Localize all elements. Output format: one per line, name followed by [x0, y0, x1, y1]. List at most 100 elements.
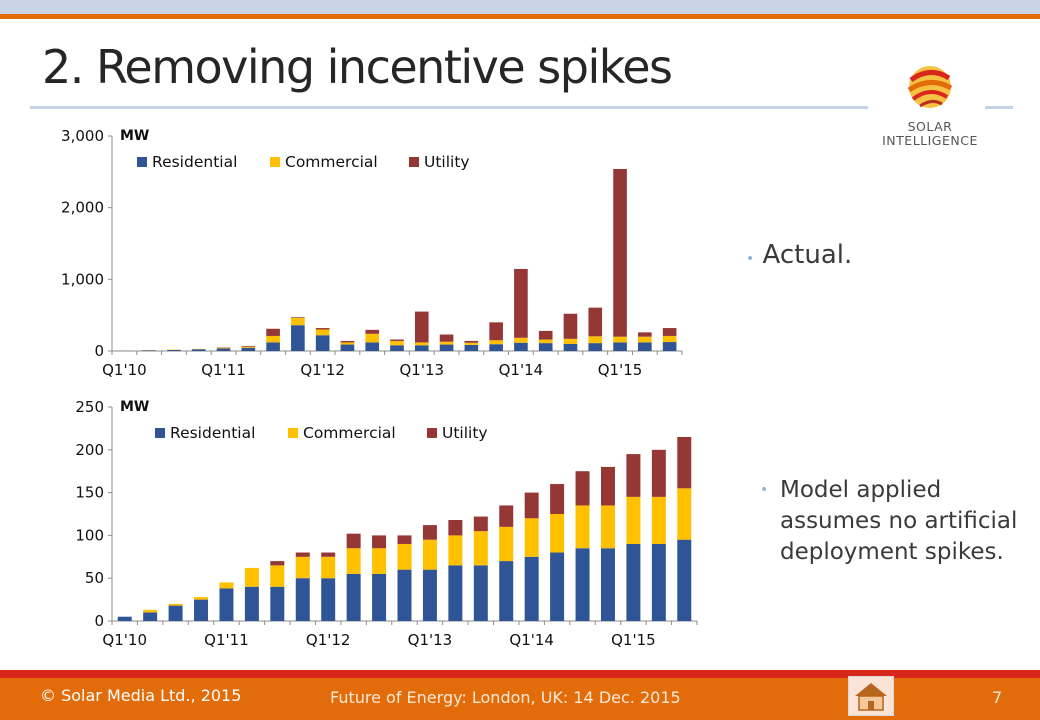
bar-residential [439, 344, 454, 351]
bar-commercial [464, 342, 479, 345]
x-tick-label: Q1'11 [201, 361, 246, 379]
bar-residential [638, 342, 652, 351]
bar-utility [638, 332, 652, 337]
bar-commercial [194, 597, 209, 600]
bar-residential [390, 345, 404, 351]
y-tick-label: 0 [94, 612, 104, 630]
bar-utility [340, 340, 355, 343]
bar-residential [626, 543, 641, 621]
legend-swatch-utility [427, 428, 437, 438]
bar-residential [270, 586, 285, 621]
y-tick-label: 3,000 [61, 127, 104, 145]
bar-residential [524, 556, 539, 621]
bar-utility [422, 525, 437, 540]
bar-commercial [600, 505, 615, 549]
bar-commercial [241, 346, 256, 348]
bar-commercial [563, 338, 578, 344]
bar-residential [677, 539, 692, 621]
legend-swatch-residential [155, 428, 165, 438]
bar-commercial [575, 505, 590, 549]
bar-utility [365, 329, 380, 334]
x-tick-label: Q1'12 [306, 631, 351, 649]
bar-residential [143, 612, 158, 621]
x-tick-label: Q1'15 [611, 631, 656, 649]
bar-commercial [588, 336, 603, 344]
legend-label-residential: Residential [152, 153, 237, 171]
y-tick-label: 2,000 [61, 199, 104, 217]
bar-utility [270, 561, 285, 566]
bar-commercial [422, 539, 437, 570]
bullet-dot: • [760, 482, 769, 498]
legend-label-commercial: Commercial [303, 424, 396, 442]
bar-residential [464, 344, 479, 351]
bar-residential [473, 565, 488, 621]
bar-commercial [499, 526, 514, 562]
title-underline [30, 106, 868, 109]
bar-residential [117, 616, 132, 621]
bar-residential [167, 349, 181, 351]
x-tick-label: Q1'13 [400, 361, 445, 379]
chart-model: 0 50 100 150 200 250 Q1'10 Q1'11 Q1'12 Q1'13 Q1'14… [75, 398, 698, 649]
bar-residential [662, 342, 677, 351]
logo-icon [907, 66, 953, 108]
bar-utility [662, 328, 677, 336]
bar-commercial [143, 609, 158, 613]
top-accent-bar [0, 14, 1040, 19]
title-underline-end [985, 106, 1013, 109]
bar-residential [346, 573, 361, 621]
footer-event: Future of Energy: London, UK: 14 Dec. 20… [330, 688, 681, 707]
bar-commercial [295, 556, 310, 579]
bar-utility [613, 168, 627, 337]
bar-utility [588, 307, 603, 337]
y-tick-label: 1,000 [61, 270, 104, 288]
bar-residential [613, 342, 627, 351]
y-tick-label: 100 [75, 526, 104, 544]
bar-commercial [266, 335, 280, 343]
bar-utility [372, 535, 387, 549]
footer-copyright: © Solar Media Ltd., 2015 [40, 686, 242, 705]
bar-commercial [168, 603, 183, 606]
bar-residential [489, 344, 503, 351]
bar-utility [448, 519, 463, 536]
bar-residential [216, 348, 231, 351]
bar-residential [538, 343, 553, 351]
bar-commercial [473, 531, 488, 566]
legend-label-residential: Residential [170, 424, 255, 442]
bar-residential [448, 565, 463, 621]
bar-commercial [321, 556, 336, 579]
bar-residential [295, 578, 310, 621]
y-tick-label: 200 [75, 441, 104, 459]
bar-commercial [613, 336, 627, 343]
bullet-actual-text: Actual. [762, 240, 853, 270]
y-tick-label: 50 [85, 569, 104, 587]
chart-actual: 0 1,000 2,000 3,000 Q1'10 Q1'11 Q1'12 Q1'13 Q1'1… [61, 127, 683, 379]
bar-utility [390, 339, 404, 341]
x-tick-label: Q1'14 [499, 361, 544, 379]
x-tick-label: Q1'13 [408, 631, 453, 649]
bar-residential [266, 342, 280, 351]
bar-commercial [489, 340, 503, 345]
x-tick-label: Q1'14 [509, 631, 554, 649]
bar-utility [600, 466, 615, 506]
x-tick-label: Q1'10 [102, 631, 147, 649]
y-tick-label: 150 [75, 484, 104, 502]
bar-residential [191, 349, 206, 351]
top-band [0, 0, 1040, 14]
bar-commercial [538, 339, 553, 344]
bar-commercial [626, 496, 641, 544]
bar-residential [514, 342, 528, 351]
legend-swatch-commercial [288, 428, 298, 438]
bar-residential [550, 552, 565, 621]
logo-line-1: SOLAR [907, 119, 953, 134]
x-tick-label: Q1'10 [102, 361, 147, 379]
bar-utility [315, 328, 330, 330]
bar-utility [514, 268, 528, 338]
bar-residential [414, 345, 429, 351]
bar-commercial [448, 535, 463, 566]
bar-utility [489, 322, 503, 341]
bar-utility [563, 313, 578, 339]
home-button[interactable] [848, 676, 894, 716]
bar-residential [563, 343, 578, 351]
bullet-model: • Model applied assumes no artificial de… [760, 475, 1020, 568]
y-tick-label: 0 [94, 342, 104, 360]
